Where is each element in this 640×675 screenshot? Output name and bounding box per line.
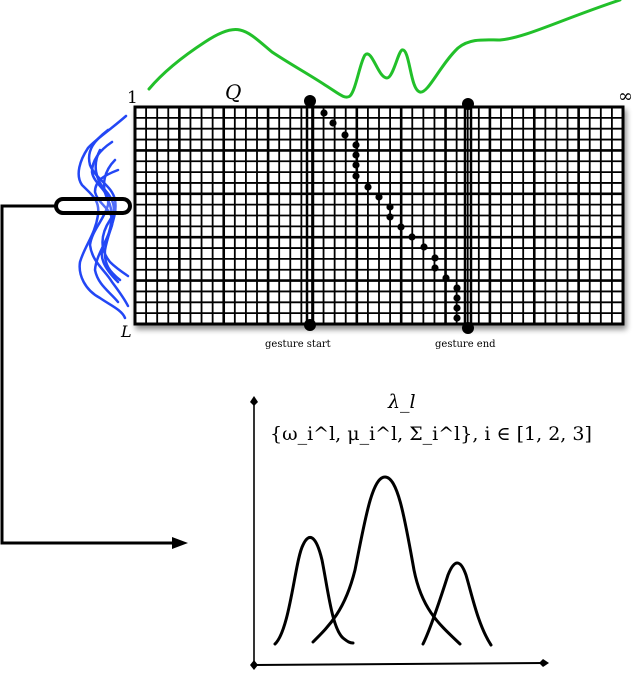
warping-path-point [453, 304, 461, 312]
gesture-end-bar [462, 98, 474, 334]
arrow-head-icon [172, 537, 188, 549]
gaussian-components [273, 475, 493, 647]
gesture-start-top-marker [304, 95, 316, 107]
warping-path-point [431, 264, 439, 272]
warping-path-point [386, 213, 394, 221]
gaussian-1 [273, 535, 355, 646]
gesture-end-label: gesture end [435, 339, 496, 350]
warping-path-point [375, 193, 383, 201]
query-signal-curve [147, 0, 622, 99]
model-parameters: {ω_i^l, μ_i^l, Σ_i^l}, i ∈ [1, 2, 3] [270, 423, 592, 445]
gesture-start-bottom-marker [304, 319, 316, 331]
gesture-end-bottom-marker [462, 322, 474, 334]
warping-path-point [431, 254, 439, 262]
origin-marker-icon [250, 660, 258, 670]
warping-path-point [329, 119, 337, 127]
gmm-plot-axes [250, 396, 549, 670]
gaussian-3 [421, 561, 493, 647]
warping-path [320, 109, 461, 322]
gesture-start-label: gesture start [265, 339, 331, 350]
query-label: Q [225, 80, 242, 104]
warping-path-point [352, 161, 360, 169]
warping-path-point [453, 314, 461, 322]
warping-path-point [386, 203, 394, 211]
model-title: λ_l [388, 391, 416, 413]
warping-path-point [341, 131, 349, 139]
row-label-top: 1 [127, 88, 138, 108]
gaussian-2 [311, 475, 462, 646]
warping-path-point [453, 284, 461, 292]
warping-path-point [408, 233, 416, 241]
connector-arrow [0, 204, 188, 549]
gesture-start-bar [304, 95, 316, 331]
warping-path-point [420, 243, 428, 251]
column-end-label: ∞ [618, 86, 633, 107]
warping-path-point [364, 183, 372, 191]
grid-lines [135, 107, 623, 324]
row-label-bottom: L [121, 322, 132, 341]
warping-path-point [320, 109, 328, 117]
row-selector-handle[interactable] [54, 197, 132, 215]
x-axis-arrow-icon [539, 659, 549, 667]
warping-path-point [442, 274, 450, 282]
template-curves [77, 114, 130, 320]
gesture-end-top-marker [462, 98, 474, 110]
warping-path-point [352, 141, 360, 149]
y-axis-arrow-icon [250, 396, 258, 406]
warping-path-point [397, 223, 405, 231]
warping-path-point [352, 172, 360, 180]
warping-path-point [453, 294, 461, 302]
warping-path-point [352, 151, 360, 159]
